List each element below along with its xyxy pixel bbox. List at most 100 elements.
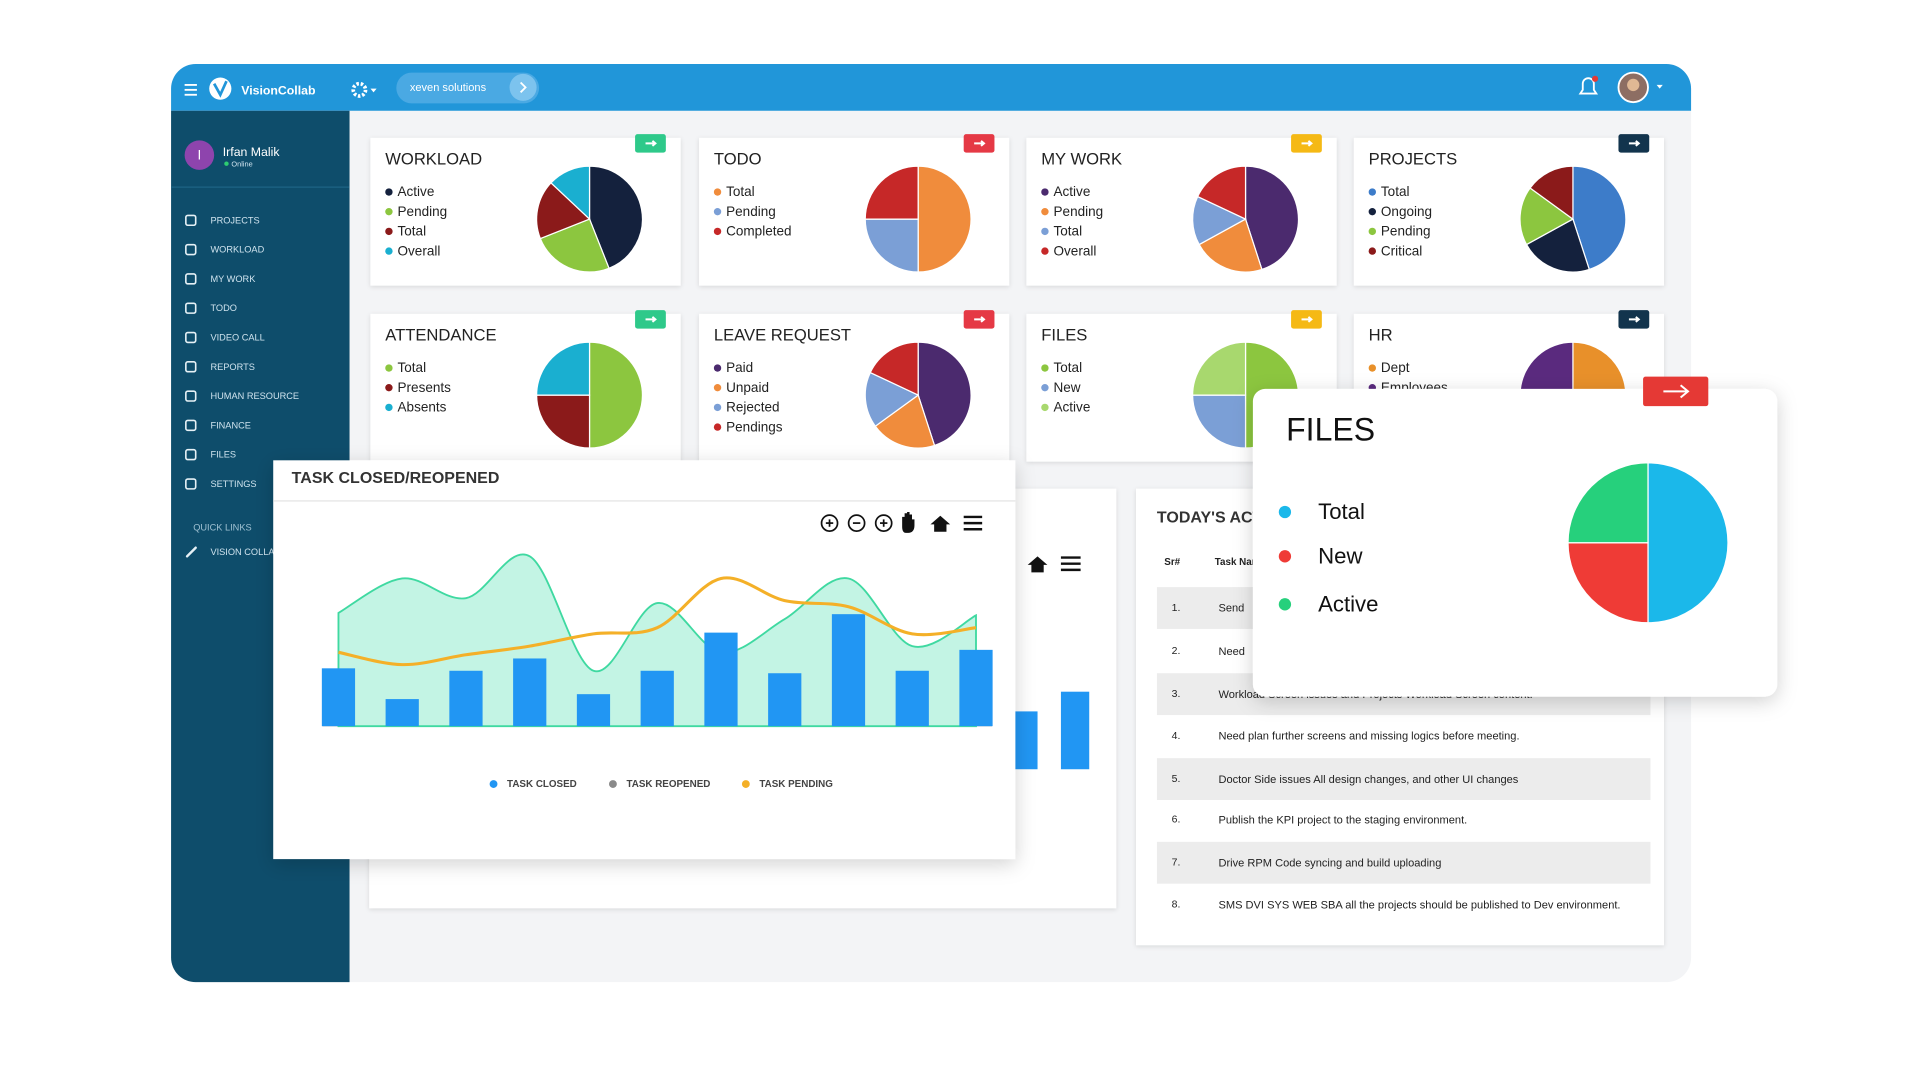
legend-dot: [713, 423, 722, 431]
menu-item[interactable]: FINANCE: [185, 419, 251, 432]
popup-title: FILES: [1286, 411, 1375, 447]
menu-icon: [185, 214, 197, 227]
row-number: 6.: [1172, 814, 1181, 825]
legend-item[interactable]: TASK CLOSED: [489, 779, 577, 790]
legend-label: New: [1318, 543, 1363, 568]
pie-slice: [864, 165, 919, 220]
home-icon: [1027, 556, 1048, 573]
legend-dot: [1368, 188, 1376, 196]
task-text: Publish the KPI project to the staging e…: [1218, 812, 1468, 826]
task-text: Doctor Side issues All design changes, a…: [1218, 772, 1519, 785]
open-button[interactable]: [1618, 134, 1650, 153]
legend-item[interactable]: TASK PENDING: [741, 779, 833, 790]
menu-item[interactable]: WORKLOAD: [185, 243, 265, 256]
pie-slice: [864, 218, 919, 273]
menu-toggle[interactable]: [184, 84, 197, 96]
menu-item[interactable]: REPORTS: [185, 361, 255, 373]
legend-dot: [1041, 188, 1049, 196]
tool-icon: [847, 514, 866, 532]
legend-label: New: [1054, 380, 1081, 395]
menu-label: WORKLOAD: [210, 245, 264, 255]
quick-link[interactable]: VISION COLLAB: [185, 546, 281, 558]
home-tool[interactable]: [930, 515, 951, 532]
menu-item[interactable]: MY WORK: [185, 273, 256, 285]
legend-label: Unpaid: [726, 380, 769, 395]
legend-dot: [1041, 208, 1049, 216]
legend-label: Total: [1054, 224, 1083, 239]
row-number: 3.: [1172, 689, 1181, 700]
arrow-icon: [645, 140, 657, 147]
user-menu[interactable]: [1617, 71, 1663, 104]
legend-label: Total: [398, 360, 427, 375]
task-text: Send: [1218, 601, 1245, 614]
menu-item[interactable]: SETTINGS: [185, 478, 257, 490]
home-tool[interactable]: [1027, 556, 1048, 573]
legend-dot: [385, 403, 393, 412]
user-name: Irfan Malik: [223, 145, 281, 159]
user-status: Online: [231, 159, 252, 168]
legend-label: Pending: [1054, 204, 1104, 219]
legend-dot: [385, 384, 393, 392]
zoom-in[interactable]: [820, 514, 839, 532]
open-button[interactable]: [963, 310, 995, 329]
pie-slice: [1529, 165, 1574, 221]
settings-menu[interactable]: [351, 81, 377, 98]
pie-slice: [1244, 165, 1300, 271]
open-button[interactable]: [1291, 310, 1322, 329]
menu-item[interactable]: FILES: [185, 448, 236, 461]
menu-item[interactable]: TODO: [185, 302, 237, 314]
menu-tool[interactable]: [1060, 556, 1081, 572]
organization-selector[interactable]: xeven solutions: [396, 72, 540, 104]
bar: [895, 670, 929, 727]
bar: [449, 670, 483, 727]
row-number: 8.: [1172, 899, 1181, 910]
dashboard-card: LEAVE REQUEST Paid Unpaid Rejected Pendings: [699, 310, 1010, 462]
zoom-select[interactable]: [874, 514, 893, 532]
menu-item[interactable]: PROJECTS: [185, 214, 260, 227]
open-button[interactable]: [635, 134, 666, 153]
pie-slice: [1567, 462, 1649, 544]
legend-dot: [1041, 384, 1049, 392]
user-avatar: [184, 140, 215, 170]
row-number: 4.: [1172, 731, 1181, 742]
notification-dot: [1592, 75, 1599, 82]
bar: [640, 670, 674, 727]
row-bg: [1156, 841, 1651, 884]
menu-item[interactable]: VIDEO CALL: [185, 331, 265, 344]
arrow-icon: [1301, 316, 1313, 323]
pie-slice: [1196, 165, 1247, 221]
arrow-icon: [1301, 140, 1313, 147]
open-button[interactable]: [635, 310, 666, 329]
org-pill: [396, 72, 540, 104]
pie-slice: [1191, 341, 1247, 396]
menu-item[interactable]: HUMAN RESOURCE: [185, 390, 299, 402]
legend-label: Total: [726, 184, 755, 199]
pie-slice: [588, 341, 644, 449]
menu-icon: [185, 390, 197, 402]
open-button[interactable]: [1618, 310, 1650, 329]
zoom-out[interactable]: [847, 514, 866, 532]
hand-icon: [902, 512, 915, 533]
legend-dot: [1041, 403, 1049, 412]
pie-slice: [536, 181, 591, 240]
app-name: VisionCollab: [241, 83, 315, 97]
card-title: PROJECTS: [1369, 149, 1458, 168]
legend-label: Critical: [1381, 243, 1422, 258]
quick-links-title: QUICK LINKS: [193, 522, 251, 532]
dashboard-card: ATTENDANCE Total Presents Absents: [370, 310, 681, 462]
legend-dot: [713, 403, 722, 412]
open-button[interactable]: [1291, 134, 1322, 153]
legend-dot: [385, 208, 393, 216]
legend-dot: [713, 227, 722, 236]
open-button[interactable]: [963, 134, 995, 153]
open-button[interactable]: [1643, 376, 1709, 407]
legend-item[interactable]: TASK REOPENED: [608, 779, 710, 790]
avatar-face: [1627, 78, 1640, 92]
notifications[interactable]: [1578, 75, 1599, 95]
pie-slice: [1519, 187, 1575, 246]
menu-tool[interactable]: [963, 515, 983, 531]
legend-dot: [1278, 505, 1292, 519]
pan-tool[interactable]: [902, 512, 915, 533]
pie-slice: [864, 371, 920, 428]
